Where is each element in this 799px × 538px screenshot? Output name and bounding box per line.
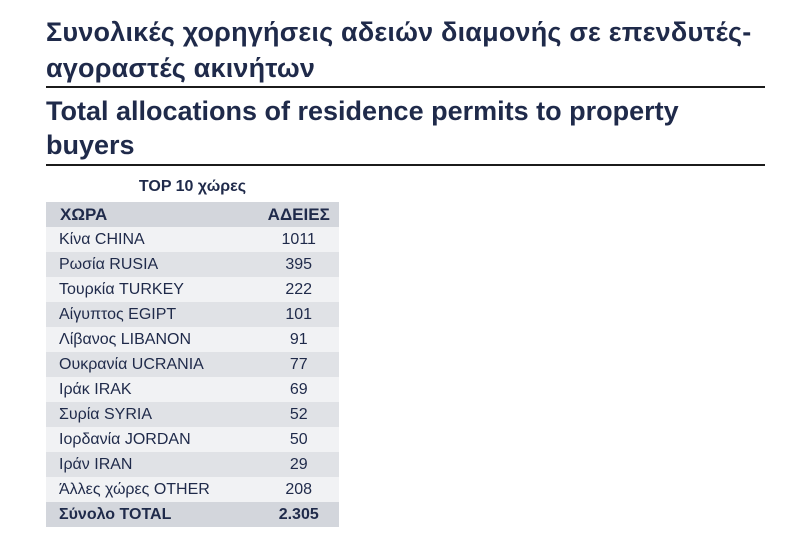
row-permits: 222	[258, 277, 339, 302]
table-header-row: ΧΩΡΑ ΑΔΕΙΕΣ	[46, 202, 339, 227]
row-permits: 208	[258, 477, 339, 502]
table-row: Άλλες χώρες OTHER 208	[46, 477, 339, 502]
row-country: Ρωσία RUSIA	[46, 252, 259, 277]
row-country: Λίβανος LIBANON	[46, 327, 259, 352]
table-row: Λίβανος LIBANON 91	[46, 327, 339, 352]
table-row: Συρία SYRIA 52	[46, 402, 339, 427]
table-total-row: Σύνολο TOTAL 2.305	[46, 502, 339, 527]
row-country: Ιράκ IRAK	[46, 377, 259, 402]
title-divider-bottom	[46, 164, 765, 166]
row-permits: 52	[258, 402, 339, 427]
row-permits: 77	[258, 352, 339, 377]
table-row: Ιορδανία JORDAN 50	[46, 427, 339, 452]
row-country: Αίγυπτος EGIPT	[46, 302, 259, 327]
row-permits: 50	[258, 427, 339, 452]
header-permits: ΑΔΕΙΕΣ	[258, 202, 339, 227]
row-permits: 1011	[258, 227, 339, 252]
title-english: Total allocations of residence permits t…	[46, 96, 679, 160]
table-row: Αίγυπτος EGIPT 101	[46, 302, 339, 327]
table-row: Κίνα CHINA 1011	[46, 227, 339, 252]
row-permits: 395	[258, 252, 339, 277]
row-country: Συρία SYRIA	[46, 402, 259, 427]
row-country: Τουρκία TURKEY	[46, 277, 259, 302]
table-row: Τουρκία TURKEY 222	[46, 277, 339, 302]
row-permits: 101	[258, 302, 339, 327]
row-country: Ιράν IRAN	[46, 452, 259, 477]
table-caption: TOP 10 χώρες	[138, 178, 247, 195]
table-row: Ρωσία RUSIA 395	[46, 252, 339, 277]
row-country: Ιορδανία JORDAN	[46, 427, 259, 452]
header-country: ΧΩΡΑ	[46, 202, 259, 227]
table-row: Ουκρανία UCRANIA 77	[46, 352, 339, 377]
total-permits: 2.305	[258, 502, 339, 527]
row-permits: 69	[258, 377, 339, 402]
row-permits: 29	[258, 452, 339, 477]
row-country: Κίνα CHINA	[46, 227, 259, 252]
title-greek: Συνολικές χορηγήσεις αδειών διαμονής σε …	[46, 17, 752, 83]
row-permits: 91	[258, 327, 339, 352]
row-country: Ουκρανία UCRANIA	[46, 352, 259, 377]
table-row: Ιράκ IRAK 69	[46, 377, 339, 402]
row-country: Άλλες χώρες OTHER	[46, 477, 259, 502]
permits-table: ΧΩΡΑ ΑΔΕΙΕΣ Κίνα CHINA 1011 Ρωσία RUSIA …	[46, 202, 339, 527]
title-divider-top	[46, 86, 765, 88]
table-row: Ιράν IRAN 29	[46, 452, 339, 477]
total-label: Σύνολο TOTAL	[46, 502, 259, 527]
